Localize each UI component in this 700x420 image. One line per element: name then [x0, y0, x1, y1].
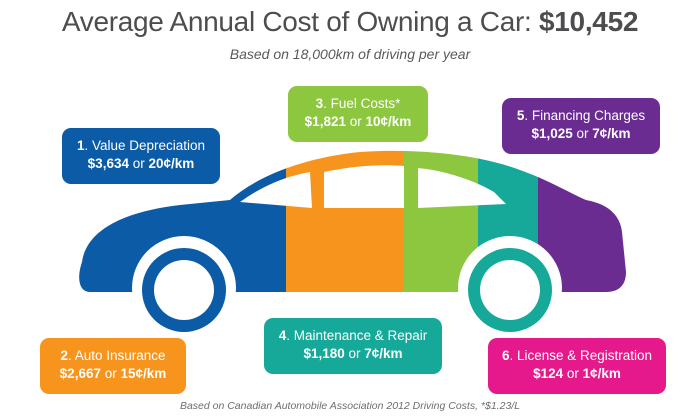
- label-4-title: 4. Maintenance & Repair: [278, 328, 428, 343]
- label-1-value: $3,634 or 20¢/km: [87, 156, 195, 171]
- title-total: $10,452: [539, 6, 639, 37]
- rear-window: [240, 172, 312, 208]
- label-6-value: $124 or 1¢/km: [533, 366, 621, 381]
- label-5-value: $1,025 or 7¢/km: [531, 126, 631, 141]
- label-box-2: 2. Auto Insurance $2,667 or 15¢/km: [40, 338, 186, 394]
- side-window: [324, 165, 404, 208]
- front-window: [418, 168, 506, 208]
- label-1-title: 1. Value Depreciation: [76, 138, 206, 153]
- title-prefix: Average Annual Cost of Owning a Car:: [61, 6, 532, 37]
- rear-hubcap: [154, 260, 214, 320]
- label-box-3: 3. Fuel Costs* $1,821 or 10¢/km: [288, 86, 428, 142]
- label-box-6: 6. License & Registration $124 or 1¢/km: [488, 338, 666, 394]
- page-title: Average Annual Cost of Owning a Car: $10…: [0, 6, 700, 38]
- label-3-value: $1,821 or 10¢/km: [304, 114, 412, 129]
- label-2-title: 2. Auto Insurance: [60, 348, 166, 363]
- label-3-title: 3. Fuel Costs*: [315, 96, 401, 111]
- label-box-1: 1. Value Depreciation $3,634 or 20¢/km: [62, 128, 220, 184]
- page-subtitle: Based on 18,000km of driving per year: [229, 46, 471, 62]
- label-2-value: $2,667 or 15¢/km: [59, 366, 167, 381]
- label-6-title: 6. License & Registration: [501, 348, 653, 363]
- label-box-5: 5. Financing Charges $1,025 or 7¢/km: [502, 98, 660, 154]
- front-hubcap: [480, 260, 540, 320]
- label-5-title: 5. Financing Charges: [516, 108, 646, 123]
- footnote: Based on Canadian Automobile Association…: [179, 400, 521, 412]
- label-4-value: $1,180 or 7¢/km: [303, 346, 403, 361]
- label-box-4: 4. Maintenance & Repair $1,180 or 7¢/km: [264, 318, 442, 374]
